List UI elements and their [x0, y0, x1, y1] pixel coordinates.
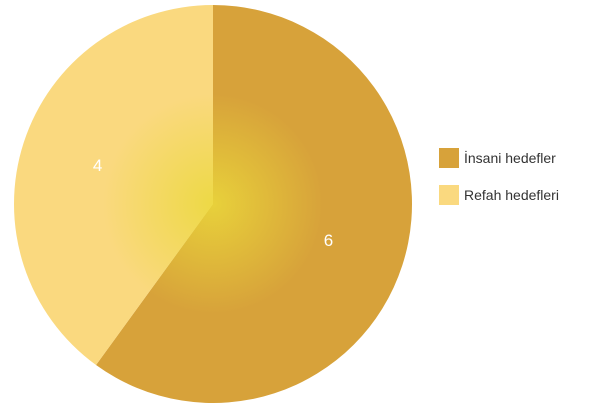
legend-swatch-insani-hedefler: [439, 148, 459, 168]
pie-center-glow: [14, 5, 412, 403]
legend-item-refah-hedefleri: Refah hedefleri: [439, 185, 589, 205]
data-label-refah-hedefleri: 4: [93, 156, 102, 175]
pie-data-labels: 64: [93, 156, 333, 250]
legend-swatch-refah-hedefleri: [439, 185, 459, 205]
legend-label-refah-hedefleri: Refah hedefleri: [464, 187, 559, 203]
legend-label-insani-hedefler: İnsani hedefler: [464, 150, 556, 166]
legend-item-insani-hedefler: İnsani hedefler: [439, 148, 589, 168]
data-label-insani-hedefler: 6: [324, 231, 333, 250]
chart-legend: İnsani hedefler Refah hedefleri: [439, 148, 589, 222]
